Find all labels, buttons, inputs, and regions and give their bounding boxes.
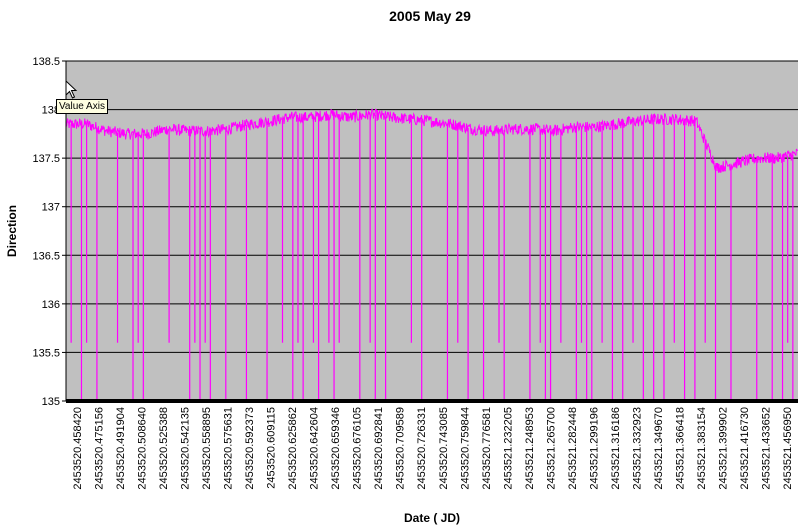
x-tick-label: 2453520.542135 xyxy=(179,407,191,490)
y-tick-label: 136.5 xyxy=(32,250,60,262)
x-tick-label: 2453521.383154 xyxy=(696,407,708,490)
series-line xyxy=(65,108,799,173)
y-tick-label: 137.5 xyxy=(32,153,60,165)
y-axis-label: Direction xyxy=(5,205,19,257)
x-tick-label: 2453520.659346 xyxy=(330,407,342,490)
x-tick-label: 2453521.456950 xyxy=(782,407,794,490)
x-tick-label: 2453521.232205 xyxy=(502,407,514,490)
x-tick-label: 2453520.475156 xyxy=(93,407,105,490)
x-tick-label: 2453520.625862 xyxy=(287,407,299,490)
x-tick-label: 2453520.575631 xyxy=(222,407,234,490)
plot-area[interactable] xyxy=(66,61,798,401)
x-tick-label: 2453520.692841 xyxy=(373,407,385,490)
x-tick-label: 2453520.491904 xyxy=(115,407,127,490)
x-tick-label: 2453521.282448 xyxy=(567,407,579,490)
y-tick-label: 136 xyxy=(42,299,60,311)
x-tick-label: 2453520.759844 xyxy=(459,407,471,490)
y-axis-ticks: 135 135.5 136 136.5 137 137.5 138 138.5 xyxy=(32,56,66,408)
x-tick-label: 2453520.776581 xyxy=(481,407,493,490)
x-tick-label: 2453521.332923 xyxy=(632,407,644,490)
x-tick-label: 2453520.558895 xyxy=(201,407,213,490)
x-axis-ticks: 2453520.458420 2453520.475156 2453520.4919… xyxy=(72,407,794,490)
x-axis-label: Date ( JD) xyxy=(404,511,460,525)
x-tick-label: 2453520.642604 xyxy=(309,407,321,490)
x-tick-label: 2453521.433652 xyxy=(761,407,773,490)
y-tick-label: 138.5 xyxy=(32,56,60,68)
x-tick-label: 2453520.508640 xyxy=(136,407,148,490)
x-tick-label: 2453520.525388 xyxy=(158,407,170,490)
x-tick-label: 2453520.709589 xyxy=(395,407,407,490)
x-tick-label: 2453521.248953 xyxy=(524,407,536,490)
x-tick-label: 2453521.366418 xyxy=(675,407,687,490)
x-tick-label: 2453520.458420 xyxy=(72,407,84,490)
y-tick-label: 137 xyxy=(42,202,60,214)
x-tick-label: 2453521.299196 xyxy=(588,407,600,490)
x-tick-label: 2453521.399902 xyxy=(718,407,730,490)
x-tick-label: 2453520.726331 xyxy=(416,407,428,490)
y-tick-label: 135 xyxy=(42,396,60,408)
x-tick-label: 2453520.592373 xyxy=(244,407,256,490)
x-tick-label: 2453520.676105 xyxy=(352,407,364,490)
tooltip-value-axis: Value Axis xyxy=(56,99,108,114)
chart-title: 2005 May 29 xyxy=(389,8,471,24)
gridlines xyxy=(66,60,798,353)
x-tick-label: 2453521.316186 xyxy=(610,407,622,490)
x-tick-label: 2453521.265700 xyxy=(545,407,557,490)
mouse-pointer-icon xyxy=(65,80,78,99)
x-tick-label: 2453521.349670 xyxy=(653,407,665,490)
y-tick-label: 135.5 xyxy=(32,347,60,359)
x-tick-label: 2453520.609115 xyxy=(266,407,278,489)
x-tick-label: 2453521.416730 xyxy=(739,407,751,490)
y-tick-label: 138 xyxy=(42,105,60,117)
series-direction xyxy=(65,108,799,401)
x-tick-label: 2453520.743085 xyxy=(438,407,450,490)
